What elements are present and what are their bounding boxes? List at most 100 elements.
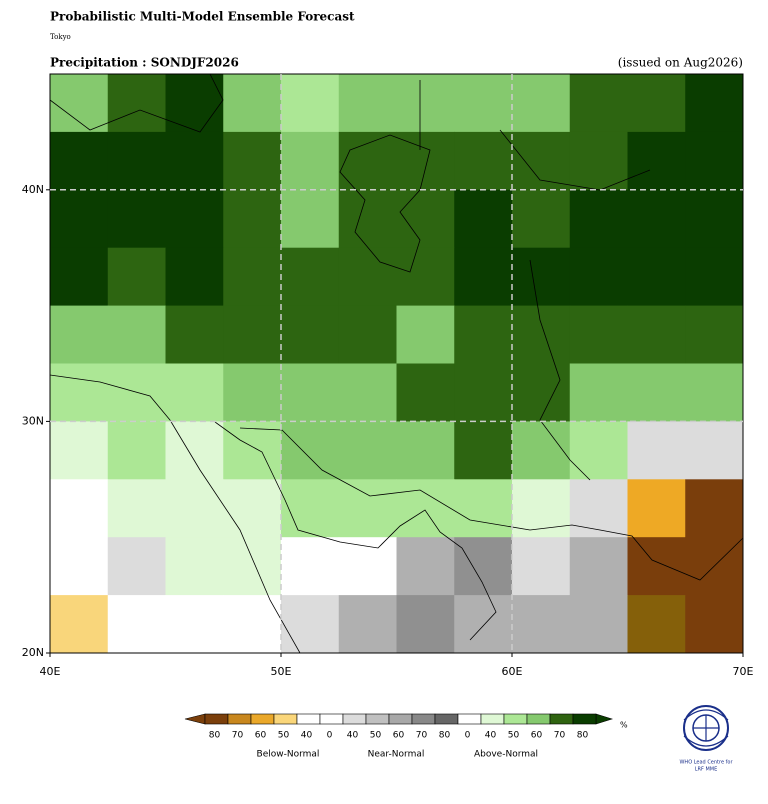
grid-cell [454,305,513,364]
grid-cell [165,189,224,249]
legend-swatch [549,713,574,725]
grid-cell [223,131,282,191]
grid-cell [454,595,513,654]
legend-swatch [457,713,482,725]
grid-cell [338,421,397,480]
grid-cell [165,479,224,538]
legend-swatch [342,713,367,725]
legend-swatch [250,713,275,725]
grid-cell [338,363,397,422]
grid-cell [627,537,686,596]
legend-group-label: Near-Normal [368,750,425,760]
grid-cell [223,74,282,133]
grid-cell [50,74,109,133]
grid-cell [569,74,628,133]
grid-cell [338,74,397,133]
grid-cell [512,74,571,133]
grid-cell [281,305,340,364]
grid-cell [107,595,166,654]
grid-cell [685,247,744,307]
x-tick-label: 60E [502,665,523,678]
grid-cell [107,74,166,133]
grid-cell [281,479,340,538]
grid-cell [396,131,455,191]
legend-swatch [365,713,390,725]
legend-swatch [480,713,505,725]
grid-cell [50,305,109,364]
legend-label: 40 [347,731,359,741]
grid-cell [512,305,571,364]
grid-cell [627,131,686,191]
grid-cell [50,421,109,480]
grid-cell [685,305,744,364]
legend-swatch [503,713,528,725]
grid-cell [569,537,628,596]
x-tick-label: 70E [733,665,754,678]
grid-cell [338,305,397,364]
grid-cell [107,131,166,191]
grid-cell [627,421,686,480]
grid-cell [107,479,166,538]
grid-cell [396,595,455,654]
grid-cell [454,247,513,307]
grid-cell [50,189,109,249]
map-frame [49,73,744,654]
grid-cell [627,479,686,538]
grid-cell [454,421,513,480]
legend-swatch [526,713,551,725]
grid-cell [281,595,340,654]
grid-cell [569,247,628,307]
grid-cell [512,537,571,596]
grid-cell [281,363,340,422]
grid-cell [685,189,744,249]
forecast-grid [50,74,744,654]
grid-cell [512,479,571,538]
grid-cell [685,421,744,480]
subtitle: Tokyo [50,33,71,41]
legend-label: 50 [370,731,382,741]
logo: WHO Lead Centre for LRF MME [679,705,733,773]
legend-swatch [572,713,597,725]
grid-cell [338,247,397,307]
legend-label: 70 [232,731,244,741]
grid-cell [165,74,224,133]
grid-cell [685,74,744,133]
axes: 40E 50E 60E 70E 20N 30N 40N [22,74,754,678]
legend-group-label: Above-Normal [474,750,538,760]
grid-cell [223,363,282,422]
x-tick-label: 50E [271,665,292,678]
grid-cell [627,247,686,307]
legend-label: 40 [485,731,497,741]
grid-cell [569,189,628,249]
legend-swatch [434,713,459,725]
legend-group-label: Below-Normal [257,750,320,760]
grid-cell [396,363,455,422]
legend-swatch [227,713,252,725]
grid-cell [512,421,571,480]
grid-cell [454,537,513,596]
legend-label: 60 [531,731,543,741]
grid-cell [338,189,397,249]
grid-cell [627,363,686,422]
grid-cell [396,479,455,538]
grid-cell [569,305,628,364]
grid-cell [396,74,455,133]
grid-cell [396,189,455,249]
grid-cell [50,131,109,191]
grid-cell [569,421,628,480]
grid-cell [50,363,109,422]
grid-cell [454,363,513,422]
legend-swatch [388,713,413,725]
grid-cell [454,74,513,133]
grid-cell [107,421,166,480]
issue-label: (issued on Aug2026) [618,56,743,70]
grid-cell [396,305,455,364]
grid-cell [281,74,340,133]
legend-label: 80 [577,731,589,741]
legend-arrow [184,713,206,725]
coastlines [50,74,743,653]
grid-cell [338,479,397,538]
grid-cell [454,131,513,191]
grid-cell [281,247,340,307]
legend-label: 80 [439,731,451,741]
